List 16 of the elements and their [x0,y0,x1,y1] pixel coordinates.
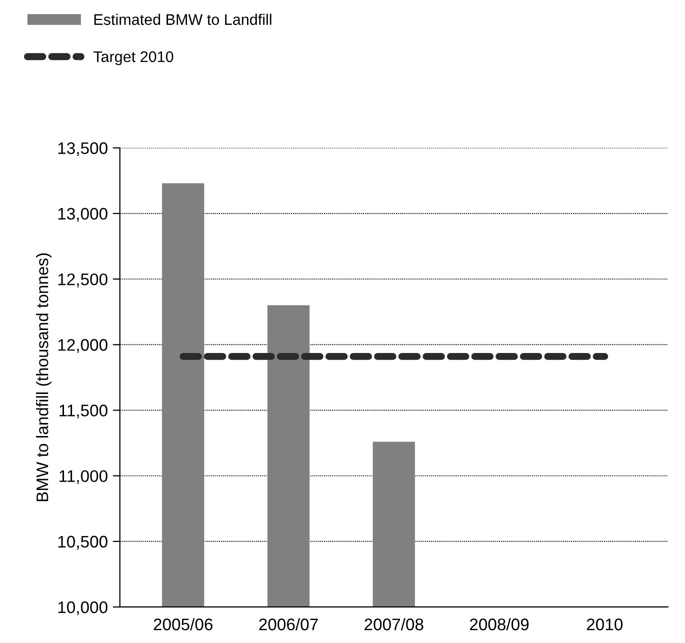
x-tick-label: 2008/09 [470,618,529,630]
legend-label: Target 2010 [93,51,174,66]
y-tick-label: 13,500 [58,142,108,156]
y-axis-title: BMW to landfill (thousand tonnes) [36,253,52,502]
x-tick-label: 2007/08 [364,618,424,630]
legend-label: Estimated BMW to Landfill [94,14,272,25]
x-tick-label: 2005/06 [154,618,212,630]
x-tick-label: 2006/07 [259,618,318,630]
x-tick-label: 2010 [586,618,623,630]
y-tick-label: 12,500 [58,273,108,288]
y-tick-label: 11,500 [60,404,108,418]
y-tick-label: 13,000 [58,208,108,222]
y-tick-label: 12,000 [58,339,108,353]
y-tick-label: 10,500 [58,536,108,550]
y-tick-label: 10,000 [58,601,108,616]
y-tick-label: 11,000 [60,470,108,484]
